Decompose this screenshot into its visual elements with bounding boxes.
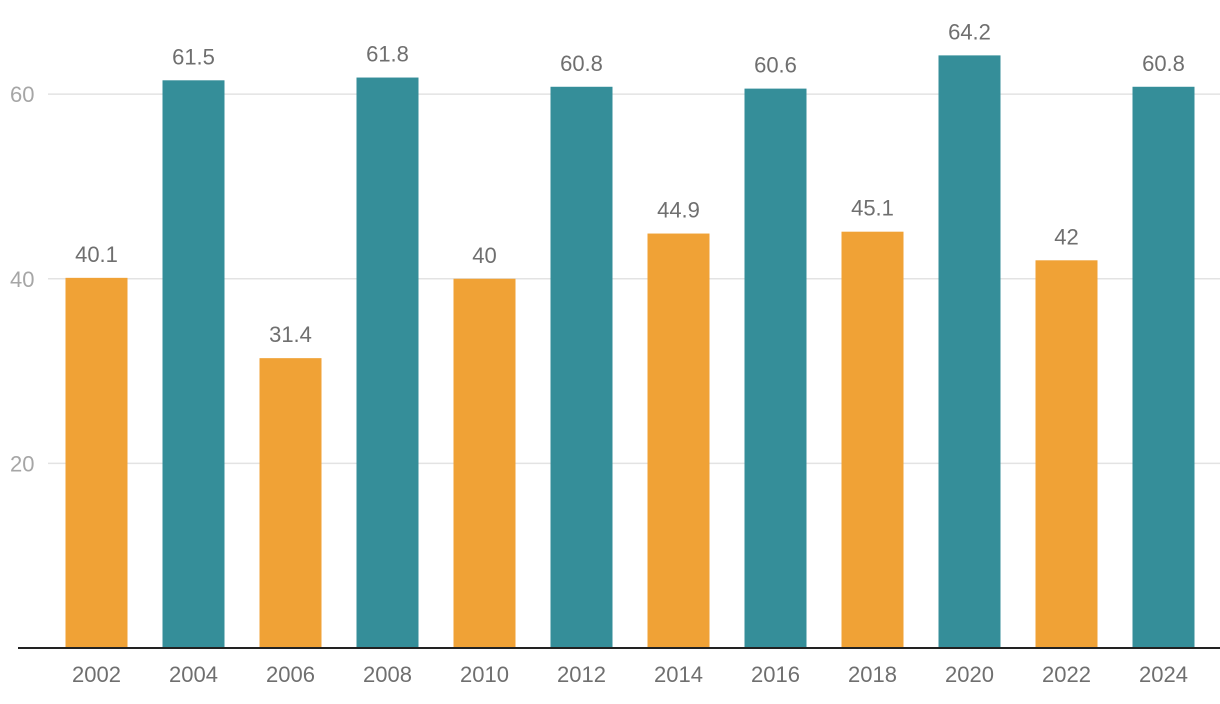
bar-label-2002: 40.1 — [75, 242, 118, 267]
bar-label-2014: 44.9 — [657, 198, 700, 223]
bar-2016 — [744, 88, 807, 649]
y-tick-label-20: 20 — [10, 451, 34, 476]
y-tick-label-40: 40 — [10, 267, 34, 292]
bar-2010 — [453, 278, 516, 648]
x-tick-label-2014: 2014 — [654, 662, 703, 687]
x-tick-label-2002: 2002 — [72, 662, 121, 687]
bars — [65, 55, 1195, 649]
bar-2022 — [1035, 260, 1098, 648]
bar-label-2008: 61.8 — [366, 42, 409, 67]
bar-label-2006: 31.4 — [269, 322, 312, 347]
gridlines — [48, 93, 1220, 465]
bar-label-2020: 64.2 — [948, 19, 991, 44]
bar-label-2016: 60.6 — [754, 53, 797, 78]
x-tick-label-2022: 2022 — [1042, 662, 1091, 687]
x-tick-label-2012: 2012 — [557, 662, 606, 687]
x-tick-label-2016: 2016 — [751, 662, 800, 687]
bar-label-2018: 45.1 — [851, 196, 894, 221]
bar-label-2012: 60.8 — [560, 51, 603, 76]
x-tick-label-2010: 2010 — [460, 662, 509, 687]
x-tick-label-2018: 2018 — [848, 662, 897, 687]
y-tick-label-60: 60 — [10, 82, 34, 107]
x-tick-label-2004: 2004 — [169, 662, 218, 687]
x-axis-ticks: 2002 2004 2006 2008 2010 2012 2014 2016 2018 2020… — [72, 662, 1188, 687]
bar-label-2010: 40 — [472, 243, 496, 268]
bar-2002 — [65, 277, 128, 648]
x-tick-label-2008: 2008 — [363, 662, 412, 687]
bar-2006 — [259, 358, 322, 648]
bar-label-2024: 60.8 — [1142, 51, 1185, 76]
bar-2012 — [550, 86, 613, 649]
x-tick-label-2024: 2024 — [1139, 662, 1188, 687]
bar-value-labels: 40.1 61.5 31.4 61.8 40 60.8 44.9 60.6 45.1 64.2 42… — [75, 19, 1185, 347]
x-tick-label-2006: 2006 — [266, 662, 315, 687]
bar-2014 — [647, 233, 710, 649]
bar-2024 — [1132, 86, 1195, 649]
bar-label-2022: 42 — [1054, 224, 1078, 249]
x-tick-label-2020: 2020 — [945, 662, 994, 687]
y-axis-ticks: 20 40 60 — [10, 82, 34, 476]
bar-2018 — [841, 231, 904, 648]
bar-2020 — [938, 55, 1001, 648]
bar-label-2004: 61.5 — [172, 44, 215, 69]
bar-2004 — [162, 80, 225, 649]
bar-2008 — [356, 77, 419, 649]
